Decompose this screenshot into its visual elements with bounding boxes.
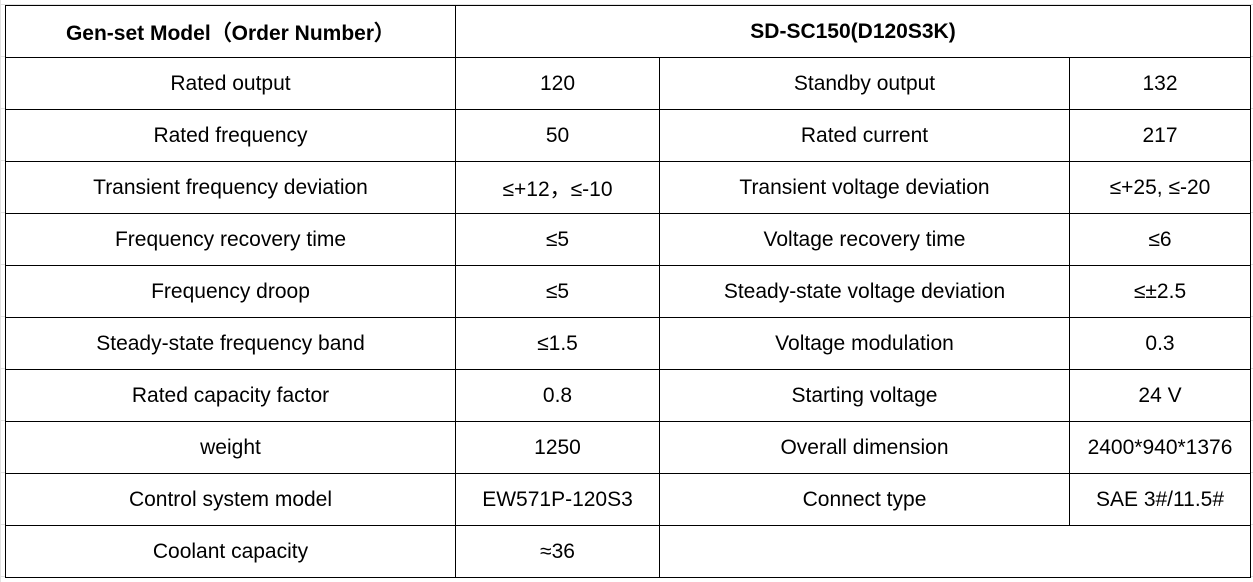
table-cell: ≤+25, ≤-20: [1069, 161, 1251, 214]
table-cell: Gen-set Model（Order Number）: [5, 5, 456, 58]
table-cell: ≤5: [455, 265, 660, 318]
table-cell: 1250: [455, 421, 660, 474]
table-cell: Overall dimension: [659, 421, 1070, 474]
table-row: Gen-set Model（Order Number） SD-SC150(D120…: [5, 5, 1251, 58]
table-cell: Rated capacity factor: [5, 369, 456, 422]
table-cell: 0.3: [1069, 317, 1251, 370]
table-row: Transient frequency deviation ≤+12，≤-10 Tr…: [5, 161, 1251, 214]
table-row: Rated output 120 Standby output 132: [5, 57, 1251, 110]
table-cell: 120: [455, 57, 660, 110]
table-cell: [659, 525, 1251, 578]
table-cell: SD-SC150(D120S3K): [455, 5, 1251, 58]
table-cell: Rated output: [5, 57, 456, 110]
spec-table: Gen-set Model（Order Number） SD-SC150(D120…: [5, 5, 1251, 578]
table-cell: ≈36: [455, 525, 660, 578]
table-cell: 2400*940*1376: [1069, 421, 1251, 474]
table-cell: ≤±2.5: [1069, 265, 1251, 318]
table-cell: 0.8: [455, 369, 660, 422]
table-cell: ≤5: [455, 213, 660, 266]
table-cell: Standby output: [659, 57, 1070, 110]
table-row: Coolant capacity ≈36: [5, 525, 1251, 578]
table-cell: ≤6: [1069, 213, 1251, 266]
table-cell: 50: [455, 109, 660, 162]
table-cell: EW571P-120S3: [455, 473, 660, 526]
table-cell: weight: [5, 421, 456, 474]
table-cell: Frequency droop: [5, 265, 456, 318]
table-cell: Starting voltage: [659, 369, 1070, 422]
table-cell: ≤1.5: [455, 317, 660, 370]
table-cell: Steady-state voltage deviation: [659, 265, 1070, 318]
table-row: weight 1250 Overall dimension 2400*940*1376: [5, 421, 1251, 474]
table-row: Frequency recovery time ≤5 Voltage recover…: [5, 213, 1251, 266]
table-cell: Rated current: [659, 109, 1070, 162]
table-cell: 24 V: [1069, 369, 1251, 422]
table-cell: 132: [1069, 57, 1251, 110]
table-cell: 217: [1069, 109, 1251, 162]
table-row: Control system model EW571P-120S3 Connect …: [5, 473, 1251, 526]
table-row: Frequency droop ≤5 Steady-state voltage de…: [5, 265, 1251, 318]
table-cell: Voltage modulation: [659, 317, 1070, 370]
table-row: Rated frequency 50 Rated current 217: [5, 109, 1251, 162]
table-row: Rated capacity factor 0.8 Starting voltage…: [5, 369, 1251, 422]
table-row: Steady-state frequency band ≤1.5 Voltage m…: [5, 317, 1251, 370]
table-cell: Frequency recovery time: [5, 213, 456, 266]
table-cell: Coolant capacity: [5, 525, 456, 578]
table-cell: Voltage recovery time: [659, 213, 1070, 266]
table-cell: Transient frequency deviation: [5, 161, 456, 214]
table-cell: Steady-state frequency band: [5, 317, 456, 370]
table-cell: Control system model: [5, 473, 456, 526]
table-cell: Transient voltage deviation: [659, 161, 1070, 214]
table-cell: ≤+12，≤-10: [455, 161, 660, 214]
table-cell: SAE 3#/11.5#: [1069, 473, 1251, 526]
table-cell: Rated frequency: [5, 109, 456, 162]
table-cell: Connect type: [659, 473, 1070, 526]
